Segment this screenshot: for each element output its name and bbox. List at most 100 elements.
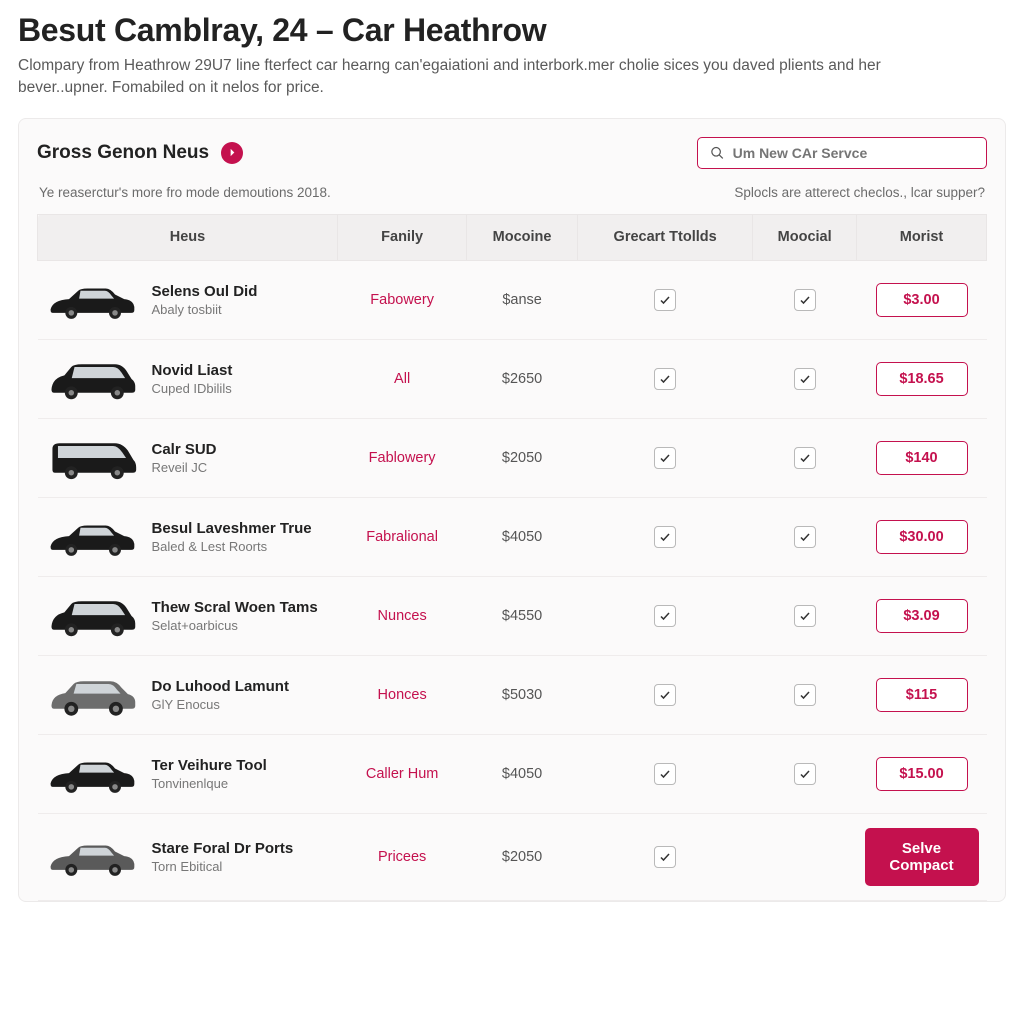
morist-cell: $115 — [857, 655, 987, 734]
checkbox[interactable] — [794, 763, 816, 785]
grecart-cell — [577, 497, 752, 576]
grecart-cell — [577, 734, 752, 813]
moocial-cell — [753, 339, 857, 418]
panel-note-right: Splocls are atterect checlos., lcar supp… — [734, 185, 985, 200]
car-subtitle: Tonvinenlque — [152, 776, 267, 791]
col-morist[interactable]: Morist — [857, 214, 987, 260]
price-button[interactable]: $18.65 — [876, 362, 968, 396]
moocial-cell — [753, 576, 857, 655]
moocial-cell — [753, 418, 857, 497]
mocoine-cell: $4550 — [467, 576, 578, 655]
car-thumbnail — [46, 670, 138, 720]
col-grecart[interactable]: Grecart Ttollds — [577, 214, 752, 260]
col-moocial[interactable]: Moocial — [753, 214, 857, 260]
car-subtitle: Baled & Lest Roorts — [152, 539, 312, 554]
table-row: Ter Veihure Tool Tonvinenlque Caller Hum$4… — [38, 734, 987, 813]
checkbox[interactable] — [654, 763, 676, 785]
car-name: Calr SUD — [152, 441, 217, 458]
mocoine-cell: $4050 — [467, 497, 578, 576]
col-mocoine[interactable]: Mocoine — [467, 214, 578, 260]
car-thumbnail — [46, 354, 138, 404]
results-panel: Gross Genon Neus Ye reaserctur's more fr… — [18, 118, 1006, 902]
fanily-cell: Nunces — [338, 576, 467, 655]
table-row: Thew Scral Woen Tams Selat+oarbicus Nunces… — [38, 576, 987, 655]
car-thumbnail — [46, 512, 138, 562]
panel-note-left: Ye reaserctur's more fro mode demoutions… — [39, 185, 331, 200]
grecart-cell — [577, 260, 752, 339]
fanily-cell: Fablowery — [338, 418, 467, 497]
checkbox[interactable] — [654, 684, 676, 706]
checkbox[interactable] — [794, 368, 816, 390]
grecart-cell — [577, 418, 752, 497]
table-row: Do Luhood Lamunt GlY Enocus Honces$5030 $11… — [38, 655, 987, 734]
checkbox[interactable] — [794, 684, 816, 706]
table-row: Calr SUD Reveil JC Fablowery$2050 $140 — [38, 418, 987, 497]
checkbox[interactable] — [654, 447, 676, 469]
price-button[interactable]: $140 — [876, 441, 968, 475]
morist-cell: $15.00 — [857, 734, 987, 813]
checkbox[interactable] — [654, 368, 676, 390]
fanily-cell: Fabralional — [338, 497, 467, 576]
car-subtitle: GlY Enocus — [152, 697, 289, 712]
table-row: Selens Oul DidAbaly tosbiitFabowery$anse… — [38, 260, 987, 339]
price-button[interactable]: $3.00 — [876, 283, 968, 317]
page-subhead: Clompary from Heathrow 29U7 line fterfec… — [18, 55, 958, 118]
car-thumbnail — [46, 433, 138, 483]
table-row: Novid LiastCuped IDbililsAll$2650$18.65 — [38, 339, 987, 418]
price-button[interactable]: $115 — [876, 678, 968, 712]
grecart-cell — [577, 339, 752, 418]
moocial-cell — [753, 497, 857, 576]
price-button[interactable]: $3.09 — [876, 599, 968, 633]
car-name: Stare Foral Dr Ports — [152, 840, 294, 857]
search-icon — [710, 145, 725, 161]
checkbox[interactable] — [794, 289, 816, 311]
mocoine-cell: $2050 — [467, 418, 578, 497]
checkbox[interactable] — [654, 605, 676, 627]
panel-next-icon[interactable] — [221, 142, 243, 164]
checkbox[interactable] — [654, 289, 676, 311]
morist-cell: $3.00 — [857, 260, 987, 339]
morist-cell: $30.00 — [857, 497, 987, 576]
mocoine-cell: $anse — [467, 260, 578, 339]
search-box[interactable] — [697, 137, 987, 169]
morist-cell: Selve Compact — [857, 813, 987, 900]
car-subtitle: Selat+oarbicus — [152, 618, 318, 633]
select-compact-button[interactable]: Selve Compact — [865, 828, 979, 886]
fanily-cell: Caller Hum — [338, 734, 467, 813]
car-thumbnail — [46, 591, 138, 641]
grecart-cell — [577, 813, 752, 900]
morist-cell: $3.09 — [857, 576, 987, 655]
fanily-cell: Pricees — [338, 813, 467, 900]
price-button[interactable]: $15.00 — [876, 757, 968, 791]
grecart-cell — [577, 576, 752, 655]
moocial-cell — [753, 655, 857, 734]
col-heus[interactable]: Heus — [38, 214, 338, 260]
checkbox[interactable] — [654, 846, 676, 868]
mocoine-cell: $5030 — [467, 655, 578, 734]
fanily-cell: Honces — [338, 655, 467, 734]
col-fanily[interactable]: Fanily — [338, 214, 467, 260]
fanily-cell: Fabowery — [338, 260, 467, 339]
car-thumbnail — [46, 832, 138, 882]
search-input[interactable] — [733, 145, 974, 161]
grecart-cell — [577, 655, 752, 734]
checkbox[interactable] — [654, 526, 676, 548]
car-thumbnail — [46, 275, 138, 325]
mocoine-cell: $4050 — [467, 734, 578, 813]
car-subtitle: Reveil JC — [152, 460, 217, 475]
checkbox[interactable] — [794, 605, 816, 627]
cars-table: Heus Fanily Mocoine Grecart Ttollds Mooc… — [37, 214, 987, 901]
car-name: Ter Veihure Tool — [152, 757, 267, 774]
car-name: Novid Liast — [152, 362, 233, 379]
moocial-cell — [753, 734, 857, 813]
checkbox[interactable] — [794, 526, 816, 548]
car-thumbnail — [46, 749, 138, 799]
checkbox[interactable] — [794, 447, 816, 469]
price-button[interactable]: $30.00 — [876, 520, 968, 554]
car-name: Do Luhood Lamunt — [152, 678, 289, 695]
mocoine-cell: $2650 — [467, 339, 578, 418]
car-name: Selens Oul Did — [152, 283, 258, 300]
table-row: Besul Laveshmer TrueBaled & Lest RoortsF… — [38, 497, 987, 576]
car-name: Thew Scral Woen Tams — [152, 599, 318, 616]
panel-title: Gross Genon Neus — [37, 142, 209, 164]
